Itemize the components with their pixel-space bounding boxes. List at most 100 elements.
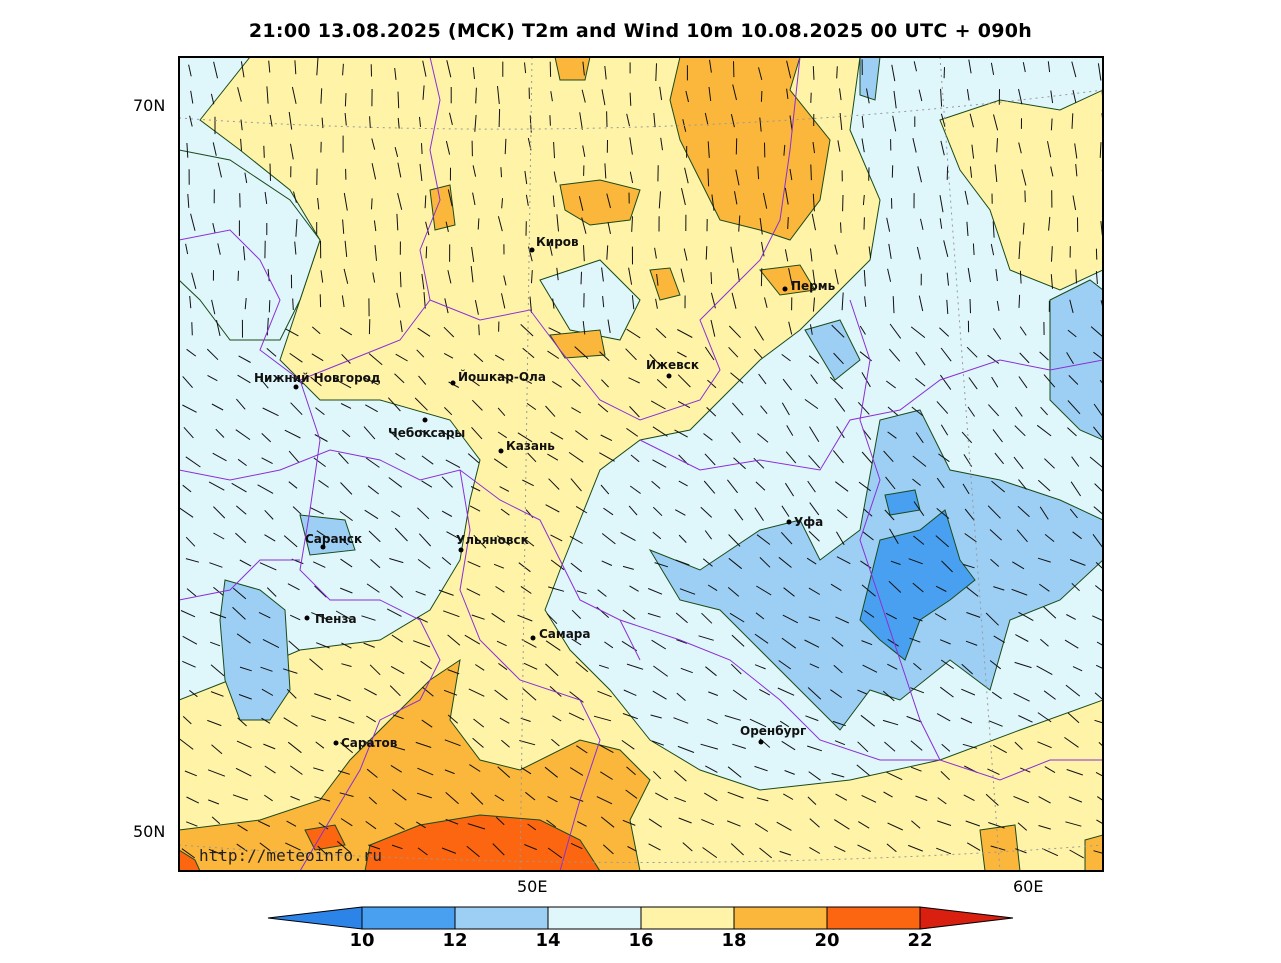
wind-barb bbox=[552, 195, 555, 208]
zone-12-14-nne bbox=[859, 57, 881, 101]
wind-barb bbox=[394, 146, 399, 158]
wind-barb bbox=[754, 664, 766, 670]
wind-barb bbox=[447, 669, 460, 675]
wind-barb bbox=[781, 402, 790, 416]
zone-12-14-ne bbox=[1049, 279, 1103, 441]
zone-16-18 bbox=[179, 57, 1103, 871]
wind-barb bbox=[547, 796, 558, 803]
wind-barb bbox=[913, 535, 925, 545]
wind-barb bbox=[987, 768, 1000, 776]
wind-barb bbox=[207, 719, 222, 727]
wind-barb bbox=[449, 112, 453, 126]
wind-barb bbox=[547, 453, 559, 461]
wind-barb bbox=[421, 480, 433, 488]
wind-barb bbox=[283, 535, 298, 548]
wind-barb bbox=[1021, 169, 1027, 186]
wind-barb bbox=[727, 791, 744, 799]
wind-barb bbox=[1095, 562, 1103, 570]
wind-barb bbox=[425, 221, 430, 236]
wind-barb bbox=[335, 610, 352, 621]
wind-barb bbox=[1018, 88, 1023, 105]
wind-barb bbox=[1017, 822, 1028, 831]
wind-barb bbox=[887, 822, 904, 831]
wind-barb bbox=[184, 770, 197, 777]
wind-barb bbox=[892, 115, 897, 132]
wind-barb bbox=[937, 797, 947, 805]
wind-barb bbox=[443, 610, 460, 618]
city-markers: Киров Пермь Ижевск Нижний Новгород Йошка… bbox=[254, 235, 836, 750]
colorbar-label-14: 14 bbox=[535, 930, 561, 951]
wind-barb bbox=[310, 376, 322, 387]
wind-barb bbox=[620, 531, 636, 542]
wind-barb bbox=[397, 117, 400, 129]
svg-text:Уфа: Уфа bbox=[794, 515, 823, 529]
wind-barb bbox=[550, 559, 565, 571]
wind-barb bbox=[419, 429, 432, 438]
wind-barb bbox=[235, 532, 247, 544]
wind-barb bbox=[629, 485, 641, 494]
wind-barb bbox=[963, 794, 975, 802]
zone-12-14-perm bbox=[804, 319, 861, 381]
wind-barb bbox=[724, 715, 741, 721]
wind-barb bbox=[570, 478, 582, 492]
wind-barb bbox=[911, 820, 921, 829]
wind-barb bbox=[232, 794, 248, 801]
wind-barb bbox=[309, 658, 324, 671]
wind-barb bbox=[342, 63, 344, 76]
wind-barb bbox=[893, 90, 897, 109]
wind-barb bbox=[652, 506, 663, 517]
wind-barb bbox=[399, 271, 402, 288]
wind-barb bbox=[836, 66, 838, 79]
wind-barb bbox=[1090, 326, 1103, 338]
wind-barb bbox=[727, 479, 738, 494]
wind-barb bbox=[810, 248, 813, 262]
wind-barb bbox=[523, 662, 538, 670]
wind-barb bbox=[1066, 614, 1076, 620]
wind-barb bbox=[913, 61, 917, 72]
city-ufa: Уфа bbox=[786, 515, 823, 529]
wind-barb bbox=[779, 850, 792, 856]
wind-barb bbox=[320, 270, 324, 283]
wind-barb bbox=[621, 739, 635, 750]
wind-barb bbox=[649, 354, 661, 366]
wind-barb bbox=[316, 57, 319, 76]
wind-barb bbox=[517, 432, 533, 443]
wind-barb bbox=[239, 559, 252, 567]
zone-18-20-patch-3 bbox=[554, 57, 591, 81]
wind-barb bbox=[809, 324, 813, 335]
wind-barb bbox=[936, 477, 945, 489]
wind-barb bbox=[1065, 821, 1082, 827]
wind-barb bbox=[961, 663, 974, 675]
wind-barb bbox=[650, 714, 662, 719]
wind-barb bbox=[1043, 374, 1056, 388]
wind-barb bbox=[1072, 666, 1083, 672]
wind-barb bbox=[338, 452, 349, 465]
wind-barb bbox=[292, 506, 302, 515]
lat-label-50n: 50N bbox=[133, 822, 166, 841]
wind-barb bbox=[674, 796, 686, 803]
wind-barb bbox=[812, 269, 816, 285]
wind-barb bbox=[631, 216, 633, 232]
wind-barb bbox=[363, 426, 376, 440]
wind-barb bbox=[861, 138, 865, 153]
wind-barb bbox=[988, 404, 1000, 417]
wind-barb bbox=[549, 243, 553, 256]
svg-text:Пенза: Пенза bbox=[315, 612, 357, 626]
wind-barb bbox=[888, 580, 902, 593]
wind-barb bbox=[829, 376, 844, 390]
wind-barb bbox=[936, 401, 949, 414]
wind-barb bbox=[915, 378, 926, 387]
wind-barb bbox=[545, 663, 559, 677]
wind-barb bbox=[237, 717, 247, 727]
wind-barb bbox=[593, 715, 612, 722]
colorbar-segment bbox=[733, 906, 828, 930]
wind-barb bbox=[492, 843, 505, 856]
wind-barb bbox=[343, 268, 349, 284]
wind-barb bbox=[985, 612, 999, 626]
wind-barb bbox=[361, 615, 376, 621]
wind-barb bbox=[362, 740, 376, 747]
wind-barb bbox=[883, 791, 893, 798]
wind-barb bbox=[496, 535, 511, 546]
wind-barb bbox=[1018, 376, 1028, 389]
wind-barb bbox=[604, 641, 614, 649]
